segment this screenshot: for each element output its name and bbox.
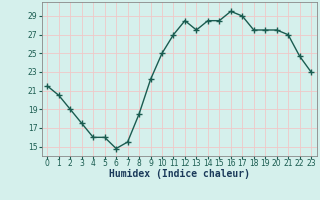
X-axis label: Humidex (Indice chaleur): Humidex (Indice chaleur) bbox=[109, 169, 250, 179]
